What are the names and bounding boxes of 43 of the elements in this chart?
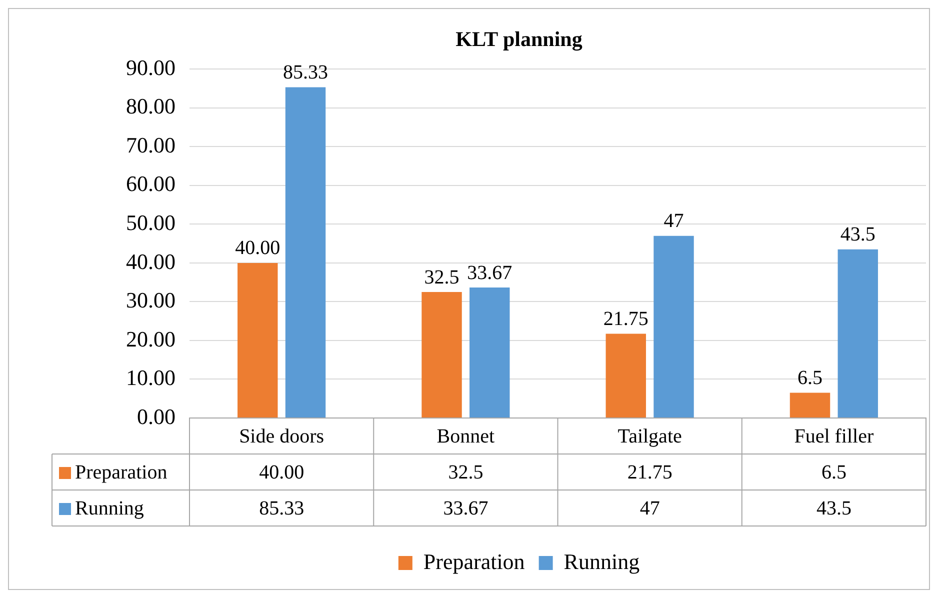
bar [606, 334, 646, 418]
data-label: 43.5 [816, 497, 852, 520]
bar [422, 292, 462, 418]
text: Preparation [423, 548, 525, 574]
data-label: 33.67 [443, 497, 488, 520]
y-tick-label: 30.00 [126, 288, 176, 313]
text: 40.00 [235, 237, 280, 260]
y-tick-label: 50.00 [126, 210, 176, 236]
y-tick-label: 20.00 [126, 326, 176, 352]
bar [790, 392, 830, 418]
legend-label: Preparation [75, 461, 168, 484]
chart-title: KLT planning [456, 27, 583, 52]
bar [470, 288, 510, 418]
y-tick-label: 60.00 [126, 171, 176, 196]
data-label: 40.00 [259, 461, 304, 484]
text: 6.5 [798, 367, 822, 390]
bar [654, 236, 694, 418]
legend-label: Running [564, 548, 640, 574]
x-tick-label: Tailgate [618, 425, 682, 448]
text: 43.5 [840, 224, 876, 246]
text: 33.67 [467, 262, 512, 284]
x-tick-label: Side doors [239, 425, 324, 448]
text: 21.75 [603, 308, 648, 330]
text: 32.5 [424, 266, 460, 288]
text: Running [75, 497, 144, 520]
data-label: 21.75 [627, 461, 672, 484]
text: 85.33 [283, 62, 328, 84]
x-tick-label: Fuel filler [794, 425, 874, 448]
data-label: 85.33 [259, 497, 304, 520]
y-tick-label: 0.00 [137, 404, 176, 429]
y-tick-label: 10.00 [126, 365, 176, 390]
y-tick-label: 70.00 [126, 132, 176, 158]
bar [838, 249, 878, 418]
bar [285, 87, 326, 418]
y-tick-label: 40.00 [126, 248, 176, 274]
data-label: 32.5 [448, 461, 484, 484]
data-label: 6.5 [821, 461, 846, 484]
bar [238, 262, 278, 418]
text: 47 [664, 210, 684, 232]
y-tick-label: 80.00 [126, 94, 176, 119]
x-tick-label: Bonnet [436, 425, 496, 448]
data-label: 47 [640, 497, 660, 520]
y-tick-label: 90.00 [126, 54, 176, 80]
